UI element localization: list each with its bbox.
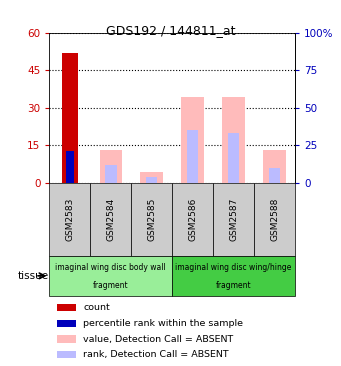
- Text: GDS192 / 144811_at: GDS192 / 144811_at: [106, 24, 235, 37]
- Bar: [172, 256, 295, 296]
- Bar: [57, 320, 76, 328]
- Bar: [57, 304, 76, 311]
- Bar: [187, 130, 198, 183]
- Text: GSM2585: GSM2585: [147, 198, 156, 241]
- Bar: [254, 183, 295, 256]
- Text: GSM2587: GSM2587: [229, 198, 238, 241]
- Bar: [49, 256, 172, 296]
- Bar: [222, 97, 245, 183]
- Text: tissue: tissue: [17, 271, 49, 281]
- Text: value, Detection Call = ABSENT: value, Detection Call = ABSENT: [83, 335, 233, 344]
- Text: GSM2586: GSM2586: [188, 198, 197, 241]
- Bar: [172, 183, 213, 256]
- Bar: [100, 150, 122, 183]
- Bar: [263, 150, 286, 183]
- Text: GSM2583: GSM2583: [65, 198, 74, 241]
- Bar: [90, 183, 131, 256]
- Text: imaginal wing disc wing/hinge: imaginal wing disc wing/hinge: [175, 262, 292, 272]
- Bar: [105, 165, 117, 183]
- Bar: [62, 53, 78, 183]
- Bar: [131, 183, 172, 256]
- Bar: [57, 351, 76, 358]
- Bar: [49, 183, 90, 256]
- Text: fragment: fragment: [93, 281, 129, 290]
- Text: GSM2588: GSM2588: [270, 198, 279, 241]
- Bar: [146, 177, 158, 183]
- Bar: [66, 151, 74, 183]
- Text: percentile rank within the sample: percentile rank within the sample: [83, 319, 243, 328]
- Bar: [57, 335, 76, 343]
- Bar: [269, 168, 280, 183]
- Text: fragment: fragment: [216, 281, 251, 290]
- Bar: [181, 97, 204, 183]
- Text: count: count: [83, 303, 110, 312]
- Text: GSM2584: GSM2584: [106, 198, 115, 241]
- Bar: [140, 172, 163, 183]
- Bar: [228, 133, 239, 183]
- Text: rank, Detection Call = ABSENT: rank, Detection Call = ABSENT: [83, 350, 229, 359]
- Text: imaginal wing disc body wall: imaginal wing disc body wall: [56, 262, 166, 272]
- Bar: [213, 183, 254, 256]
